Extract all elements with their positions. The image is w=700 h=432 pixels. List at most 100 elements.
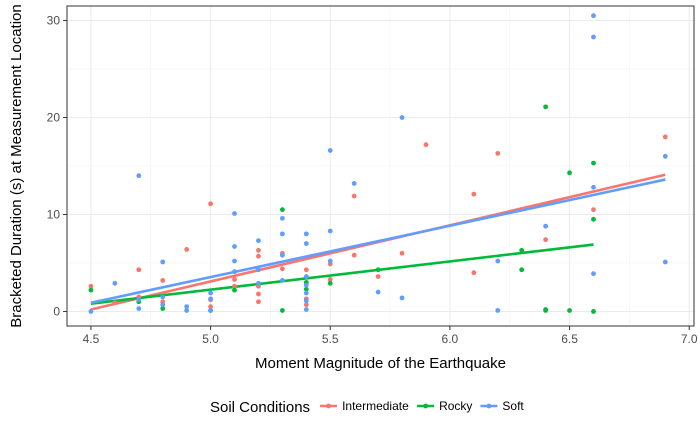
legend-title: Soil Conditions <box>210 399 310 416</box>
data-point-intermediate <box>375 274 381 279</box>
trend-lines <box>90 173 666 311</box>
data-point-rocky <box>519 267 525 273</box>
data-point-rocky <box>303 286 309 292</box>
data-point-rocky <box>567 308 572 313</box>
plot-border <box>66 5 695 327</box>
data-point-soft <box>543 223 549 229</box>
y-axis-label: Bracketed Duration (s) at Measurement Lo… <box>8 4 25 328</box>
data-point-intermediate <box>471 270 477 276</box>
data-point-intermediate <box>208 201 213 207</box>
gridlines <box>67 6 694 326</box>
data-point-soft <box>399 295 405 301</box>
trend-line-soft <box>90 178 666 304</box>
data-point-intermediate <box>256 291 261 297</box>
data-point-soft <box>375 289 381 295</box>
x-tick-label: 6.5 <box>561 332 578 346</box>
data-point-soft <box>279 231 285 237</box>
data-point-rocky <box>591 216 596 222</box>
trend-line-rocky <box>90 243 594 305</box>
data-point-rocky <box>279 207 285 213</box>
data-point-soft <box>160 294 166 300</box>
x-axis: 4.5 5.0 5.5 6.0 6.5 7.0 <box>83 326 698 346</box>
data-point-intermediate <box>471 191 477 197</box>
data-point-rocky <box>88 287 94 293</box>
data-point-soft <box>303 298 309 304</box>
data-point-soft <box>279 215 285 221</box>
data-point-soft <box>256 267 261 273</box>
data-point-intermediate <box>232 277 237 282</box>
x-tick-label: 5.0 <box>202 332 219 346</box>
data-point-soft <box>591 184 596 190</box>
data-point-rocky <box>543 308 549 313</box>
data-point-soft <box>303 274 309 279</box>
data-point-soft <box>208 308 213 313</box>
data-point-soft <box>327 148 333 153</box>
y-axis: 0 10 20 30 <box>47 14 67 318</box>
data-point-soft <box>208 290 213 296</box>
data-point-intermediate <box>112 300 118 306</box>
data-point-soft <box>184 304 190 310</box>
data-point-soft <box>160 259 166 265</box>
data-point-rocky <box>232 287 237 293</box>
data-point-soft <box>256 238 261 244</box>
legend-marker-soft <box>486 403 492 409</box>
data-point-intermediate <box>136 267 142 273</box>
data-point-rocky <box>591 160 596 166</box>
data-point-rocky <box>519 247 525 253</box>
legend-items: Intermediate Rocky Soft <box>320 399 524 413</box>
legend-label-rocky: Rocky <box>439 399 472 413</box>
y-tick-label: 0 <box>53 304 60 318</box>
data-point-intermediate <box>351 193 357 199</box>
data-points <box>88 13 668 314</box>
y-tick-label: 30 <box>47 14 61 28</box>
legend-label-soft: Soft <box>502 399 524 413</box>
data-point-intermediate <box>303 302 309 308</box>
data-point-soft <box>303 231 309 237</box>
data-point-intermediate <box>543 237 549 243</box>
data-point-soft <box>279 278 285 283</box>
data-point-intermediate <box>208 304 213 310</box>
data-point-soft <box>495 308 501 313</box>
legend-label-intermediate: Intermediate <box>342 399 409 413</box>
data-point-soft <box>591 34 596 40</box>
data-point-rocky <box>327 280 333 286</box>
data-point-intermediate <box>88 283 94 289</box>
data-point-soft <box>303 282 309 288</box>
data-point-intermediate <box>160 278 166 283</box>
data-point-rocky <box>543 104 549 110</box>
data-point-soft <box>256 280 261 286</box>
data-point-soft <box>327 228 333 234</box>
data-point-soft <box>232 244 237 249</box>
data-point-soft <box>591 271 596 277</box>
data-point-soft <box>112 280 118 286</box>
data-point-soft <box>136 306 142 311</box>
data-point-rocky <box>279 308 285 313</box>
data-point-intermediate <box>399 250 405 256</box>
data-point-intermediate <box>256 253 261 259</box>
data-point-intermediate <box>662 134 668 140</box>
legend-marker-intermediate <box>326 403 331 409</box>
data-point-soft <box>232 258 237 264</box>
data-point-soft <box>136 173 142 179</box>
data-point-rocky <box>160 306 166 311</box>
data-point-soft <box>327 258 333 264</box>
data-point-intermediate <box>232 283 237 289</box>
data-point-soft <box>88 309 94 314</box>
data-point-intermediate <box>327 277 333 282</box>
data-point-soft <box>399 115 405 120</box>
data-point-intermediate <box>495 150 501 156</box>
data-point-soft <box>232 269 237 275</box>
data-point-soft <box>351 181 357 186</box>
y-tick-label: 10 <box>47 207 61 221</box>
data-point-soft <box>184 308 190 313</box>
data-point-soft <box>208 296 213 302</box>
data-point-intermediate <box>591 207 596 213</box>
data-point-soft <box>279 252 285 258</box>
data-point-soft <box>591 13 596 19</box>
data-point-soft <box>303 241 309 246</box>
data-point-soft <box>232 211 237 216</box>
data-point-rocky <box>567 170 572 176</box>
data-point-intermediate <box>184 246 190 252</box>
data-point-soft <box>160 302 166 308</box>
